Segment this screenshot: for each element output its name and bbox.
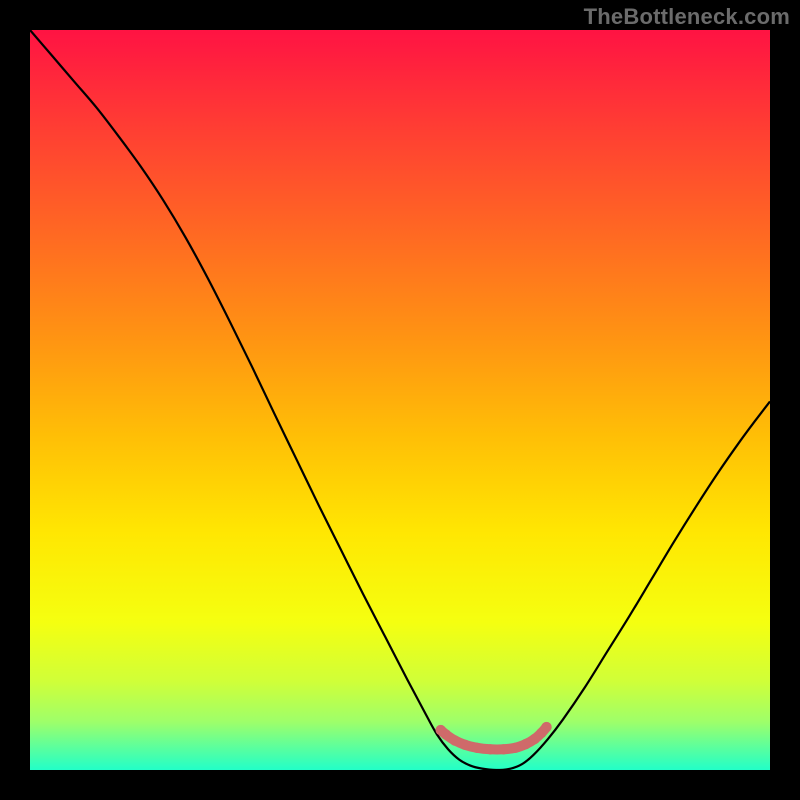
optimal-range-marker bbox=[472, 743, 482, 753]
optimal-range-marker bbox=[510, 743, 520, 753]
optimal-range-marker bbox=[498, 744, 508, 754]
plot-area bbox=[30, 30, 770, 770]
curve-layer bbox=[30, 30, 770, 770]
bottleneck-curve bbox=[30, 30, 770, 770]
chart-container: TheBottleneck.com bbox=[0, 0, 800, 800]
optimal-range-marker bbox=[441, 729, 451, 739]
optimal-range-marker bbox=[485, 744, 495, 754]
optimal-range-marker bbox=[450, 735, 460, 745]
optimal-range-marker bbox=[521, 739, 531, 749]
optimal-range-marker bbox=[460, 740, 470, 750]
optimal-range-marker bbox=[541, 722, 551, 732]
watermark-text: TheBottleneck.com bbox=[584, 4, 790, 30]
